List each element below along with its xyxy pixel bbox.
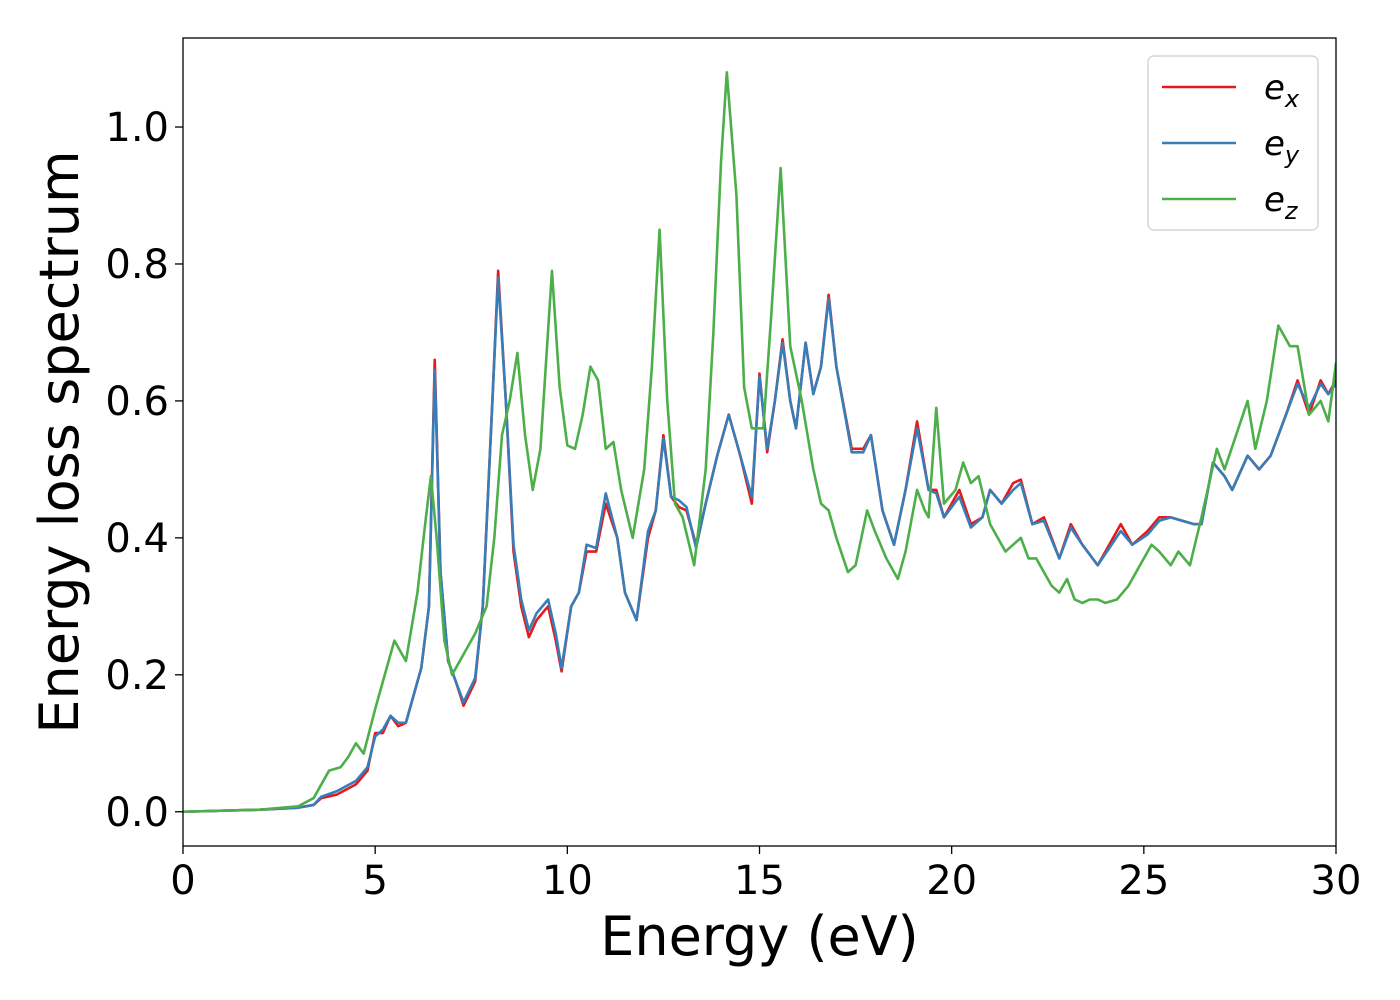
- series-line-e-z: [183, 70, 1336, 814]
- legend-label-y: ey: [1264, 124, 1300, 169]
- legend-label-x: ex: [1264, 68, 1300, 113]
- legend-label-base: e: [1264, 68, 1285, 108]
- y-tick-label: 0.2: [105, 653, 169, 699]
- y-tick-label: 0.8: [105, 242, 169, 288]
- y-axis: 0.0 0.2 0.4 0.6 0.8 1.0: [105, 105, 183, 836]
- legend-label-subscript: z: [1284, 197, 1299, 225]
- legend-label-z: ez: [1264, 180, 1299, 225]
- x-tick-label: 0: [170, 858, 195, 904]
- legend-label-subscript: x: [1284, 85, 1300, 113]
- x-tick-label: 30: [1311, 858, 1362, 904]
- legend-label-base: e: [1264, 124, 1285, 164]
- x-tick-label: 10: [542, 858, 593, 904]
- x-tick-label: 20: [926, 858, 977, 904]
- x-tick-label: 5: [362, 858, 387, 904]
- y-axis-title: Energy loss spectrum: [28, 150, 91, 733]
- x-axis-title: Energy (eV): [600, 905, 919, 968]
- legend-label-base: e: [1264, 180, 1285, 220]
- series-group: [183, 70, 1336, 814]
- legend-label-subscript: y: [1284, 141, 1300, 169]
- y-tick-label: 0.0: [105, 790, 169, 836]
- x-tick-label: 25: [1118, 858, 1169, 904]
- y-tick-label: 0.4: [105, 516, 169, 562]
- y-tick-label: 0.6: [105, 379, 169, 425]
- y-tick-label: 1.0: [105, 105, 169, 151]
- x-tick-label: 15: [734, 858, 785, 904]
- x-axis: 0 5 10 15 20 25 30: [170, 846, 1361, 904]
